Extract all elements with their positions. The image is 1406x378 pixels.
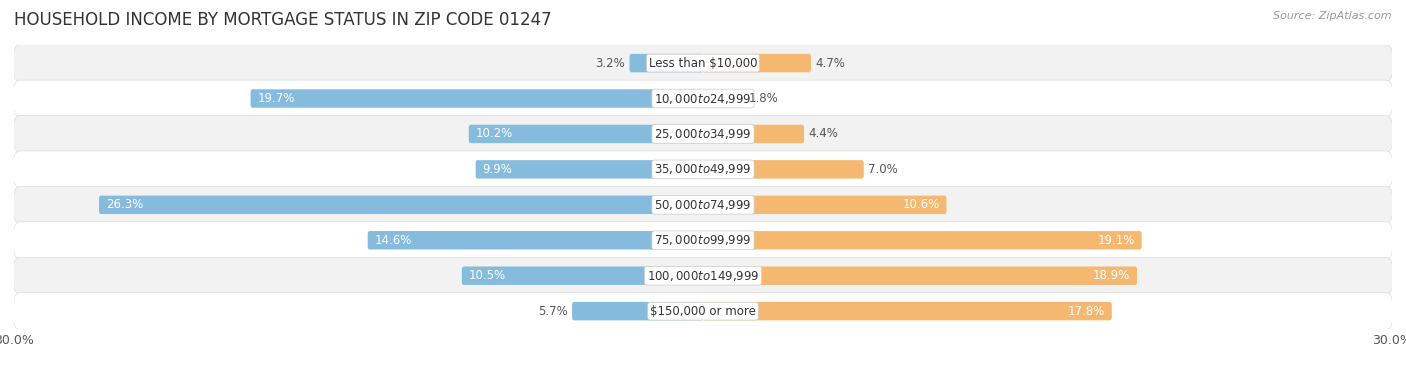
Text: 5.7%: 5.7% — [537, 305, 568, 318]
Text: Source: ZipAtlas.com: Source: ZipAtlas.com — [1274, 11, 1392, 21]
FancyBboxPatch shape — [703, 196, 946, 214]
Text: $50,000 to $74,999: $50,000 to $74,999 — [654, 198, 752, 212]
Text: Less than $10,000: Less than $10,000 — [648, 57, 758, 70]
Text: $10,000 to $24,999: $10,000 to $24,999 — [654, 91, 752, 105]
FancyBboxPatch shape — [98, 196, 703, 214]
FancyBboxPatch shape — [468, 125, 703, 143]
FancyBboxPatch shape — [475, 160, 703, 179]
Text: 3.2%: 3.2% — [595, 57, 624, 70]
Text: 18.9%: 18.9% — [1092, 269, 1130, 282]
Text: $25,000 to $34,999: $25,000 to $34,999 — [654, 127, 752, 141]
Text: 10.5%: 10.5% — [468, 269, 506, 282]
Text: HOUSEHOLD INCOME BY MORTGAGE STATUS IN ZIP CODE 01247: HOUSEHOLD INCOME BY MORTGAGE STATUS IN Z… — [14, 11, 551, 29]
Text: 26.3%: 26.3% — [105, 198, 143, 211]
Text: 10.2%: 10.2% — [475, 127, 513, 141]
Text: $75,000 to $99,999: $75,000 to $99,999 — [654, 233, 752, 247]
FancyBboxPatch shape — [14, 257, 1392, 294]
Text: 14.6%: 14.6% — [374, 234, 412, 247]
FancyBboxPatch shape — [630, 54, 703, 72]
FancyBboxPatch shape — [14, 222, 1392, 259]
FancyBboxPatch shape — [14, 80, 1392, 117]
Text: 4.7%: 4.7% — [815, 57, 845, 70]
Text: 1.8%: 1.8% — [749, 92, 779, 105]
FancyBboxPatch shape — [703, 125, 804, 143]
FancyBboxPatch shape — [703, 89, 744, 108]
FancyBboxPatch shape — [703, 160, 863, 179]
FancyBboxPatch shape — [14, 151, 1392, 188]
Text: 17.8%: 17.8% — [1067, 305, 1105, 318]
FancyBboxPatch shape — [572, 302, 703, 321]
Text: $150,000 or more: $150,000 or more — [650, 305, 756, 318]
FancyBboxPatch shape — [14, 293, 1392, 330]
Text: $100,000 to $149,999: $100,000 to $149,999 — [647, 269, 759, 283]
FancyBboxPatch shape — [368, 231, 703, 249]
Text: 19.1%: 19.1% — [1097, 234, 1135, 247]
FancyBboxPatch shape — [14, 186, 1392, 223]
Text: 10.6%: 10.6% — [903, 198, 939, 211]
Text: $35,000 to $49,999: $35,000 to $49,999 — [654, 163, 752, 177]
FancyBboxPatch shape — [14, 116, 1392, 152]
Text: 19.7%: 19.7% — [257, 92, 295, 105]
FancyBboxPatch shape — [703, 302, 1112, 321]
FancyBboxPatch shape — [250, 89, 703, 108]
FancyBboxPatch shape — [703, 266, 1137, 285]
Text: 9.9%: 9.9% — [482, 163, 512, 176]
FancyBboxPatch shape — [14, 45, 1392, 82]
Text: 7.0%: 7.0% — [869, 163, 898, 176]
FancyBboxPatch shape — [703, 54, 811, 72]
FancyBboxPatch shape — [703, 231, 1142, 249]
Text: 4.4%: 4.4% — [808, 127, 838, 141]
FancyBboxPatch shape — [461, 266, 703, 285]
